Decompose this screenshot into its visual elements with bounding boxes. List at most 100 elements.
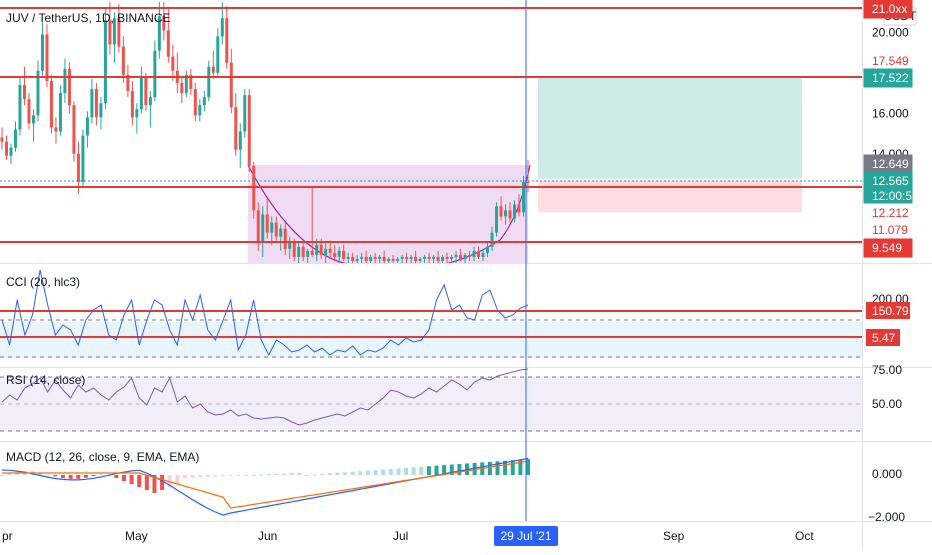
candle[interactable] — [198, 99, 202, 122]
candle[interactable] — [117, 4, 121, 53]
candle[interactable] — [468, 250, 472, 261]
candle[interactable] — [306, 248, 310, 263]
macd-pane[interactable] — [0, 457, 530, 516]
candle[interactable] — [81, 129, 85, 187]
candle[interactable] — [229, 48, 233, 114]
candle[interactable] — [166, 8, 170, 63]
candle[interactable] — [414, 250, 418, 263]
candle[interactable] — [189, 68, 193, 96]
price-label[interactable]: 12:00:56 — [863, 186, 919, 206]
candle[interactable] — [58, 84, 62, 136]
candle[interactable] — [108, 2, 112, 55]
macd-signal-line[interactable] — [2, 460, 529, 509]
candle[interactable] — [454, 250, 458, 263]
candle[interactable] — [310, 186, 314, 257]
candle[interactable] — [135, 103, 139, 134]
candle[interactable] — [112, 12, 116, 63]
candle[interactable] — [328, 240, 332, 259]
candle[interactable] — [270, 216, 274, 245]
time-axis[interactable]: pr May Jun Jul Sep Oct 29 Jul '21 — [2, 526, 814, 546]
candle[interactable] — [351, 252, 355, 263]
candle[interactable] — [364, 250, 368, 263]
candle[interactable] — [9, 143, 13, 164]
candle[interactable] — [22, 66, 26, 106]
candle[interactable] — [243, 89, 247, 138]
candle[interactable] — [207, 60, 211, 102]
candle[interactable] — [490, 226, 494, 251]
price-label[interactable]: 12.649 — [863, 154, 913, 174]
price-label[interactable]: 9.549 — [863, 238, 913, 258]
candle[interactable] — [238, 123, 242, 168]
candle[interactable] — [184, 70, 188, 98]
candle[interactable] — [265, 198, 269, 239]
candle[interactable] — [459, 248, 463, 261]
candle[interactable] — [279, 224, 283, 251]
rsi-pane[interactable] — [0, 368, 862, 432]
candle[interactable] — [36, 60, 40, 122]
candle[interactable] — [121, 36, 125, 83]
candle[interactable] — [481, 248, 485, 261]
candle[interactable] — [342, 244, 346, 261]
candle[interactable] — [139, 66, 143, 114]
candle[interactable] — [441, 254, 445, 263]
candle[interactable] — [54, 117, 58, 144]
candle[interactable] — [234, 93, 238, 156]
candle[interactable] — [72, 101, 76, 162]
candle[interactable] — [333, 244, 337, 261]
candle[interactable] — [378, 254, 382, 263]
candle[interactable] — [99, 97, 103, 130]
candle[interactable] — [297, 242, 301, 263]
candle[interactable] — [288, 236, 292, 259]
candle[interactable] — [396, 256, 400, 263]
candle[interactable] — [373, 252, 377, 263]
candle[interactable] — [387, 256, 391, 263]
candle[interactable] — [472, 246, 476, 261]
candle[interactable] — [220, 2, 224, 45]
price-label[interactable]: 17.549 — [863, 51, 913, 71]
candle[interactable] — [103, 8, 107, 110]
candle[interactable] — [499, 196, 503, 221]
candle[interactable] — [274, 216, 278, 241]
candle[interactable] — [463, 252, 467, 263]
candle[interactable] — [67, 62, 71, 114]
rsi-line[interactable] — [1, 368, 529, 426]
candle[interactable] — [49, 74, 53, 134]
candle[interactable] — [148, 91, 152, 128]
candle[interactable] — [252, 161, 256, 219]
candle[interactable] — [405, 252, 409, 263]
candle[interactable] — [63, 58, 67, 104]
candle[interactable] — [355, 254, 359, 263]
candle[interactable] — [436, 250, 440, 263]
candle[interactable] — [202, 91, 206, 112]
candle[interactable] — [450, 254, 454, 263]
candle[interactable] — [247, 89, 251, 172]
price-label[interactable]: 12.565 — [863, 171, 913, 191]
candle[interactable] — [130, 80, 134, 126]
candle[interactable] — [409, 254, 413, 263]
cci-line[interactable] — [1, 269, 529, 357]
candle[interactable] — [337, 246, 341, 263]
candle[interactable] — [90, 78, 94, 124]
candle[interactable] — [211, 50, 215, 79]
price-label[interactable]: 20.000 — [872, 25, 909, 39]
candle[interactable] — [517, 194, 521, 217]
cci-pane[interactable] — [0, 269, 862, 358]
candle[interactable] — [418, 256, 422, 263]
candle[interactable] — [391, 254, 395, 263]
candle[interactable] — [157, 2, 161, 59]
price-label[interactable]: 21.0xx — [863, 0, 913, 19]
candle[interactable] — [4, 135, 8, 160]
candle[interactable] — [360, 252, 364, 263]
candle[interactable] — [400, 254, 404, 263]
candle[interactable] — [216, 28, 220, 77]
candle[interactable] — [382, 250, 386, 263]
candle[interactable] — [427, 252, 431, 263]
candle[interactable] — [522, 176, 526, 217]
candle[interactable] — [445, 252, 449, 263]
candle[interactable] — [193, 82, 197, 122]
price-label[interactable]: 11.079 — [863, 220, 913, 240]
candle[interactable] — [477, 246, 481, 259]
candle[interactable] — [486, 242, 490, 257]
trade-target-zone[interactable] — [538, 77, 802, 179]
